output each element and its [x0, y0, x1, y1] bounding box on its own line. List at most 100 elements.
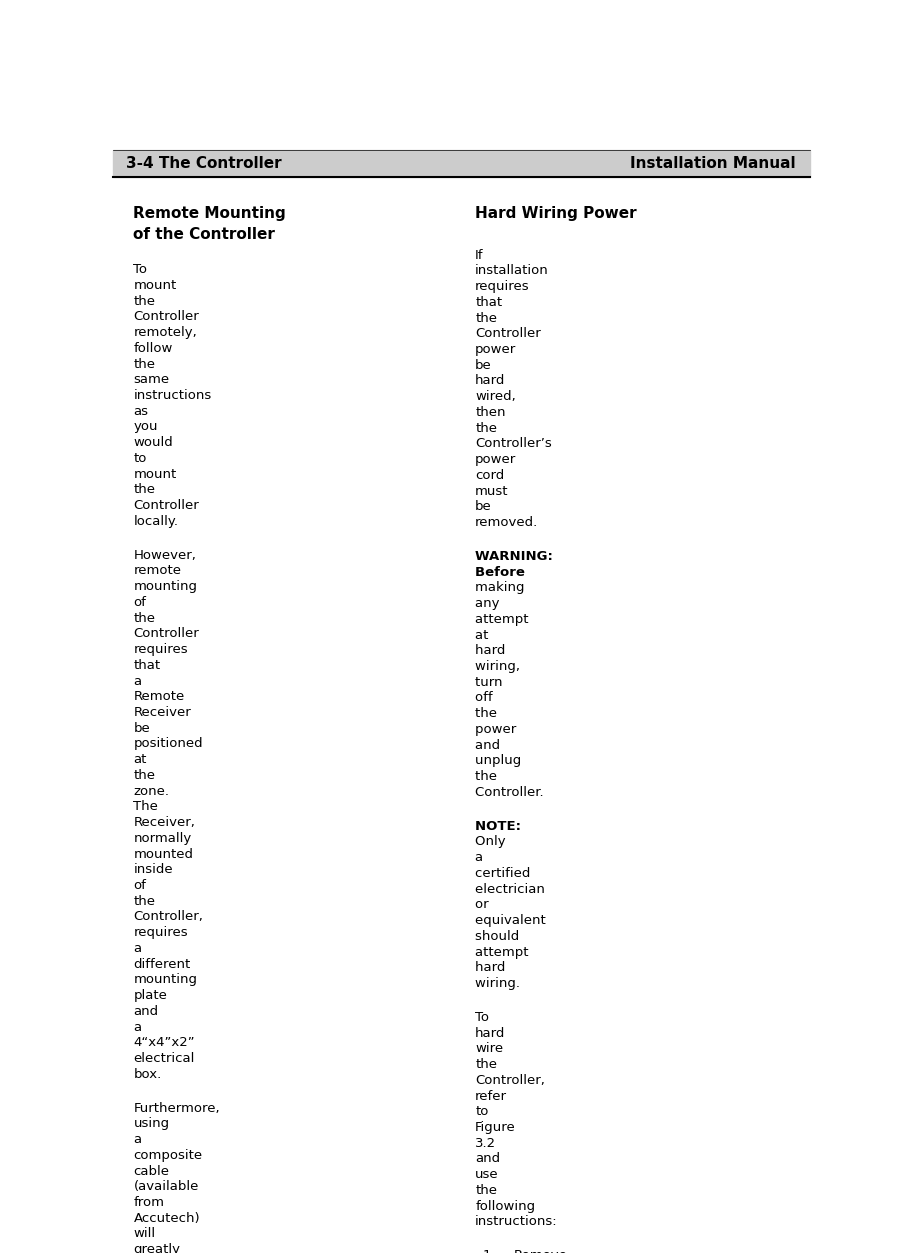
- Text: any: any: [475, 598, 504, 610]
- Text: Receiver,: Receiver,: [133, 816, 195, 829]
- Text: wire: wire: [475, 1042, 503, 1055]
- Text: be: be: [133, 722, 150, 734]
- Text: would: would: [133, 436, 173, 449]
- Text: Controller: Controller: [133, 311, 199, 323]
- Text: and: and: [133, 1005, 158, 1017]
- Text: If: If: [475, 248, 483, 262]
- Text: making: making: [475, 581, 529, 594]
- Text: the: the: [133, 769, 156, 782]
- Text: positioned: positioned: [133, 738, 203, 751]
- Text: from: from: [133, 1197, 165, 1209]
- Text: a: a: [133, 1020, 141, 1034]
- Text: remotely,: remotely,: [133, 326, 197, 340]
- Text: Installation Manual: Installation Manual: [630, 157, 796, 172]
- Text: the: the: [133, 895, 156, 907]
- Text: attempt: attempt: [475, 946, 533, 959]
- Text: power: power: [475, 723, 521, 736]
- Text: normally: normally: [133, 832, 192, 845]
- Text: off: off: [475, 692, 497, 704]
- Text: Controller.: Controller.: [475, 786, 548, 799]
- Text: box.: box.: [133, 1068, 162, 1081]
- Text: certified: certified: [475, 867, 535, 880]
- Text: WARNING:: WARNING:: [475, 550, 558, 563]
- Text: the: the: [475, 312, 497, 325]
- Text: requires: requires: [133, 926, 188, 940]
- Text: 3-4 The Controller: 3-4 The Controller: [126, 157, 282, 172]
- Text: wiring.: wiring.: [475, 977, 525, 990]
- Text: electrician: electrician: [475, 882, 549, 896]
- Text: Controller,: Controller,: [475, 1074, 545, 1086]
- Text: inside: inside: [133, 863, 173, 876]
- Text: mounting: mounting: [133, 974, 197, 986]
- Text: 4“x4”x2”: 4“x4”x2”: [133, 1036, 195, 1049]
- Text: remote: remote: [133, 564, 182, 578]
- Text: Controller: Controller: [133, 628, 199, 640]
- Text: use: use: [475, 1168, 499, 1182]
- Text: instructions:: instructions:: [475, 1215, 558, 1228]
- Text: requires: requires: [475, 281, 530, 293]
- Text: Receiver: Receiver: [133, 705, 191, 719]
- Text: using: using: [133, 1118, 169, 1130]
- Text: Remote Mounting: Remote Mounting: [133, 207, 286, 222]
- Text: a: a: [133, 1133, 141, 1146]
- Text: the: the: [475, 1058, 497, 1071]
- Text: The: The: [133, 801, 158, 813]
- Text: equivalent: equivalent: [475, 915, 550, 927]
- Text: the: the: [475, 1184, 497, 1197]
- Text: attempt: attempt: [475, 613, 533, 625]
- Text: the: the: [475, 771, 501, 783]
- Text: hard: hard: [475, 961, 509, 975]
- Text: the: the: [475, 422, 497, 435]
- Text: hard: hard: [475, 375, 506, 387]
- Text: mounted: mounted: [133, 847, 194, 861]
- Text: To: To: [475, 1011, 490, 1024]
- Text: Controller: Controller: [475, 327, 541, 341]
- Text: Hard Wiring Power: Hard Wiring Power: [475, 207, 637, 222]
- Text: hard: hard: [475, 1026, 506, 1040]
- Text: However,: However,: [133, 549, 196, 561]
- Text: wired,: wired,: [475, 390, 516, 403]
- Text: Before: Before: [475, 565, 530, 579]
- Text: instructions: instructions: [133, 388, 212, 402]
- Text: plate: plate: [133, 989, 167, 1002]
- Text: power: power: [475, 343, 517, 356]
- Text: and: and: [475, 739, 505, 752]
- Text: cord: cord: [475, 469, 504, 482]
- Text: zone.: zone.: [133, 784, 169, 798]
- Text: Accutech): Accutech): [133, 1212, 200, 1224]
- Text: as: as: [133, 405, 148, 417]
- Bar: [112, 150, 810, 178]
- Text: 1.: 1.: [482, 1249, 495, 1253]
- Text: Controller’s: Controller’s: [475, 437, 552, 450]
- Text: must: must: [475, 485, 508, 497]
- Text: the: the: [475, 707, 501, 720]
- Text: to: to: [133, 452, 147, 465]
- Text: then: then: [475, 406, 506, 419]
- Text: removed.: removed.: [475, 516, 538, 529]
- Text: mounting: mounting: [133, 580, 197, 593]
- Text: should: should: [475, 930, 524, 942]
- Text: greatly: greatly: [133, 1243, 180, 1253]
- Text: To: To: [133, 263, 148, 276]
- Text: to: to: [475, 1105, 489, 1118]
- Text: refer: refer: [475, 1090, 508, 1103]
- Text: hard: hard: [475, 644, 509, 658]
- Text: follow: follow: [133, 342, 173, 355]
- Text: installation: installation: [475, 264, 549, 277]
- Text: Figure: Figure: [475, 1121, 516, 1134]
- Text: you: you: [133, 421, 158, 434]
- Text: a: a: [133, 674, 141, 688]
- Text: composite: composite: [133, 1149, 202, 1162]
- Text: requires: requires: [133, 643, 188, 657]
- Text: (available: (available: [133, 1180, 199, 1193]
- Text: that: that: [133, 659, 160, 672]
- Text: Only: Only: [475, 836, 510, 848]
- Text: at: at: [133, 753, 147, 766]
- Text: the: the: [133, 484, 156, 496]
- Text: a: a: [475, 851, 488, 865]
- Text: Remove: Remove: [514, 1249, 567, 1253]
- Text: cable: cable: [133, 1164, 169, 1178]
- Text: be: be: [475, 500, 492, 514]
- Text: turn: turn: [475, 675, 507, 689]
- Text: Controller,: Controller,: [133, 911, 203, 923]
